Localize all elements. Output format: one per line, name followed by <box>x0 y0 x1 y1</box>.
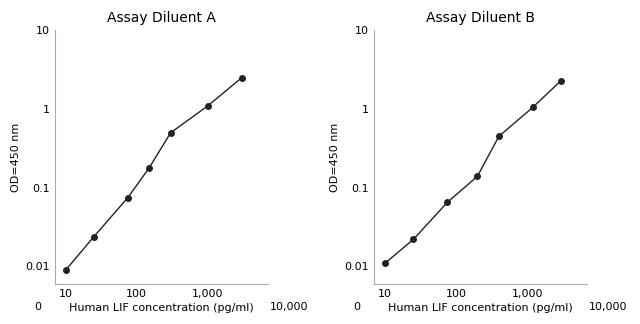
Text: 10,000: 10,000 <box>589 302 628 312</box>
Text: 0: 0 <box>353 302 360 312</box>
Text: 0: 0 <box>34 302 41 312</box>
X-axis label: Human LIF concentration (pg/ml): Human LIF concentration (pg/ml) <box>388 303 573 313</box>
Y-axis label: OD=450 nm: OD=450 nm <box>11 122 21 192</box>
Title: Assay Diluent A: Assay Diluent A <box>107 11 216 25</box>
X-axis label: Human LIF concentration (pg/ml): Human LIF concentration (pg/ml) <box>69 303 253 313</box>
Text: 10,000: 10,000 <box>270 302 308 312</box>
Title: Assay Diluent B: Assay Diluent B <box>426 11 535 25</box>
Y-axis label: OD=450 nm: OD=450 nm <box>330 122 340 192</box>
